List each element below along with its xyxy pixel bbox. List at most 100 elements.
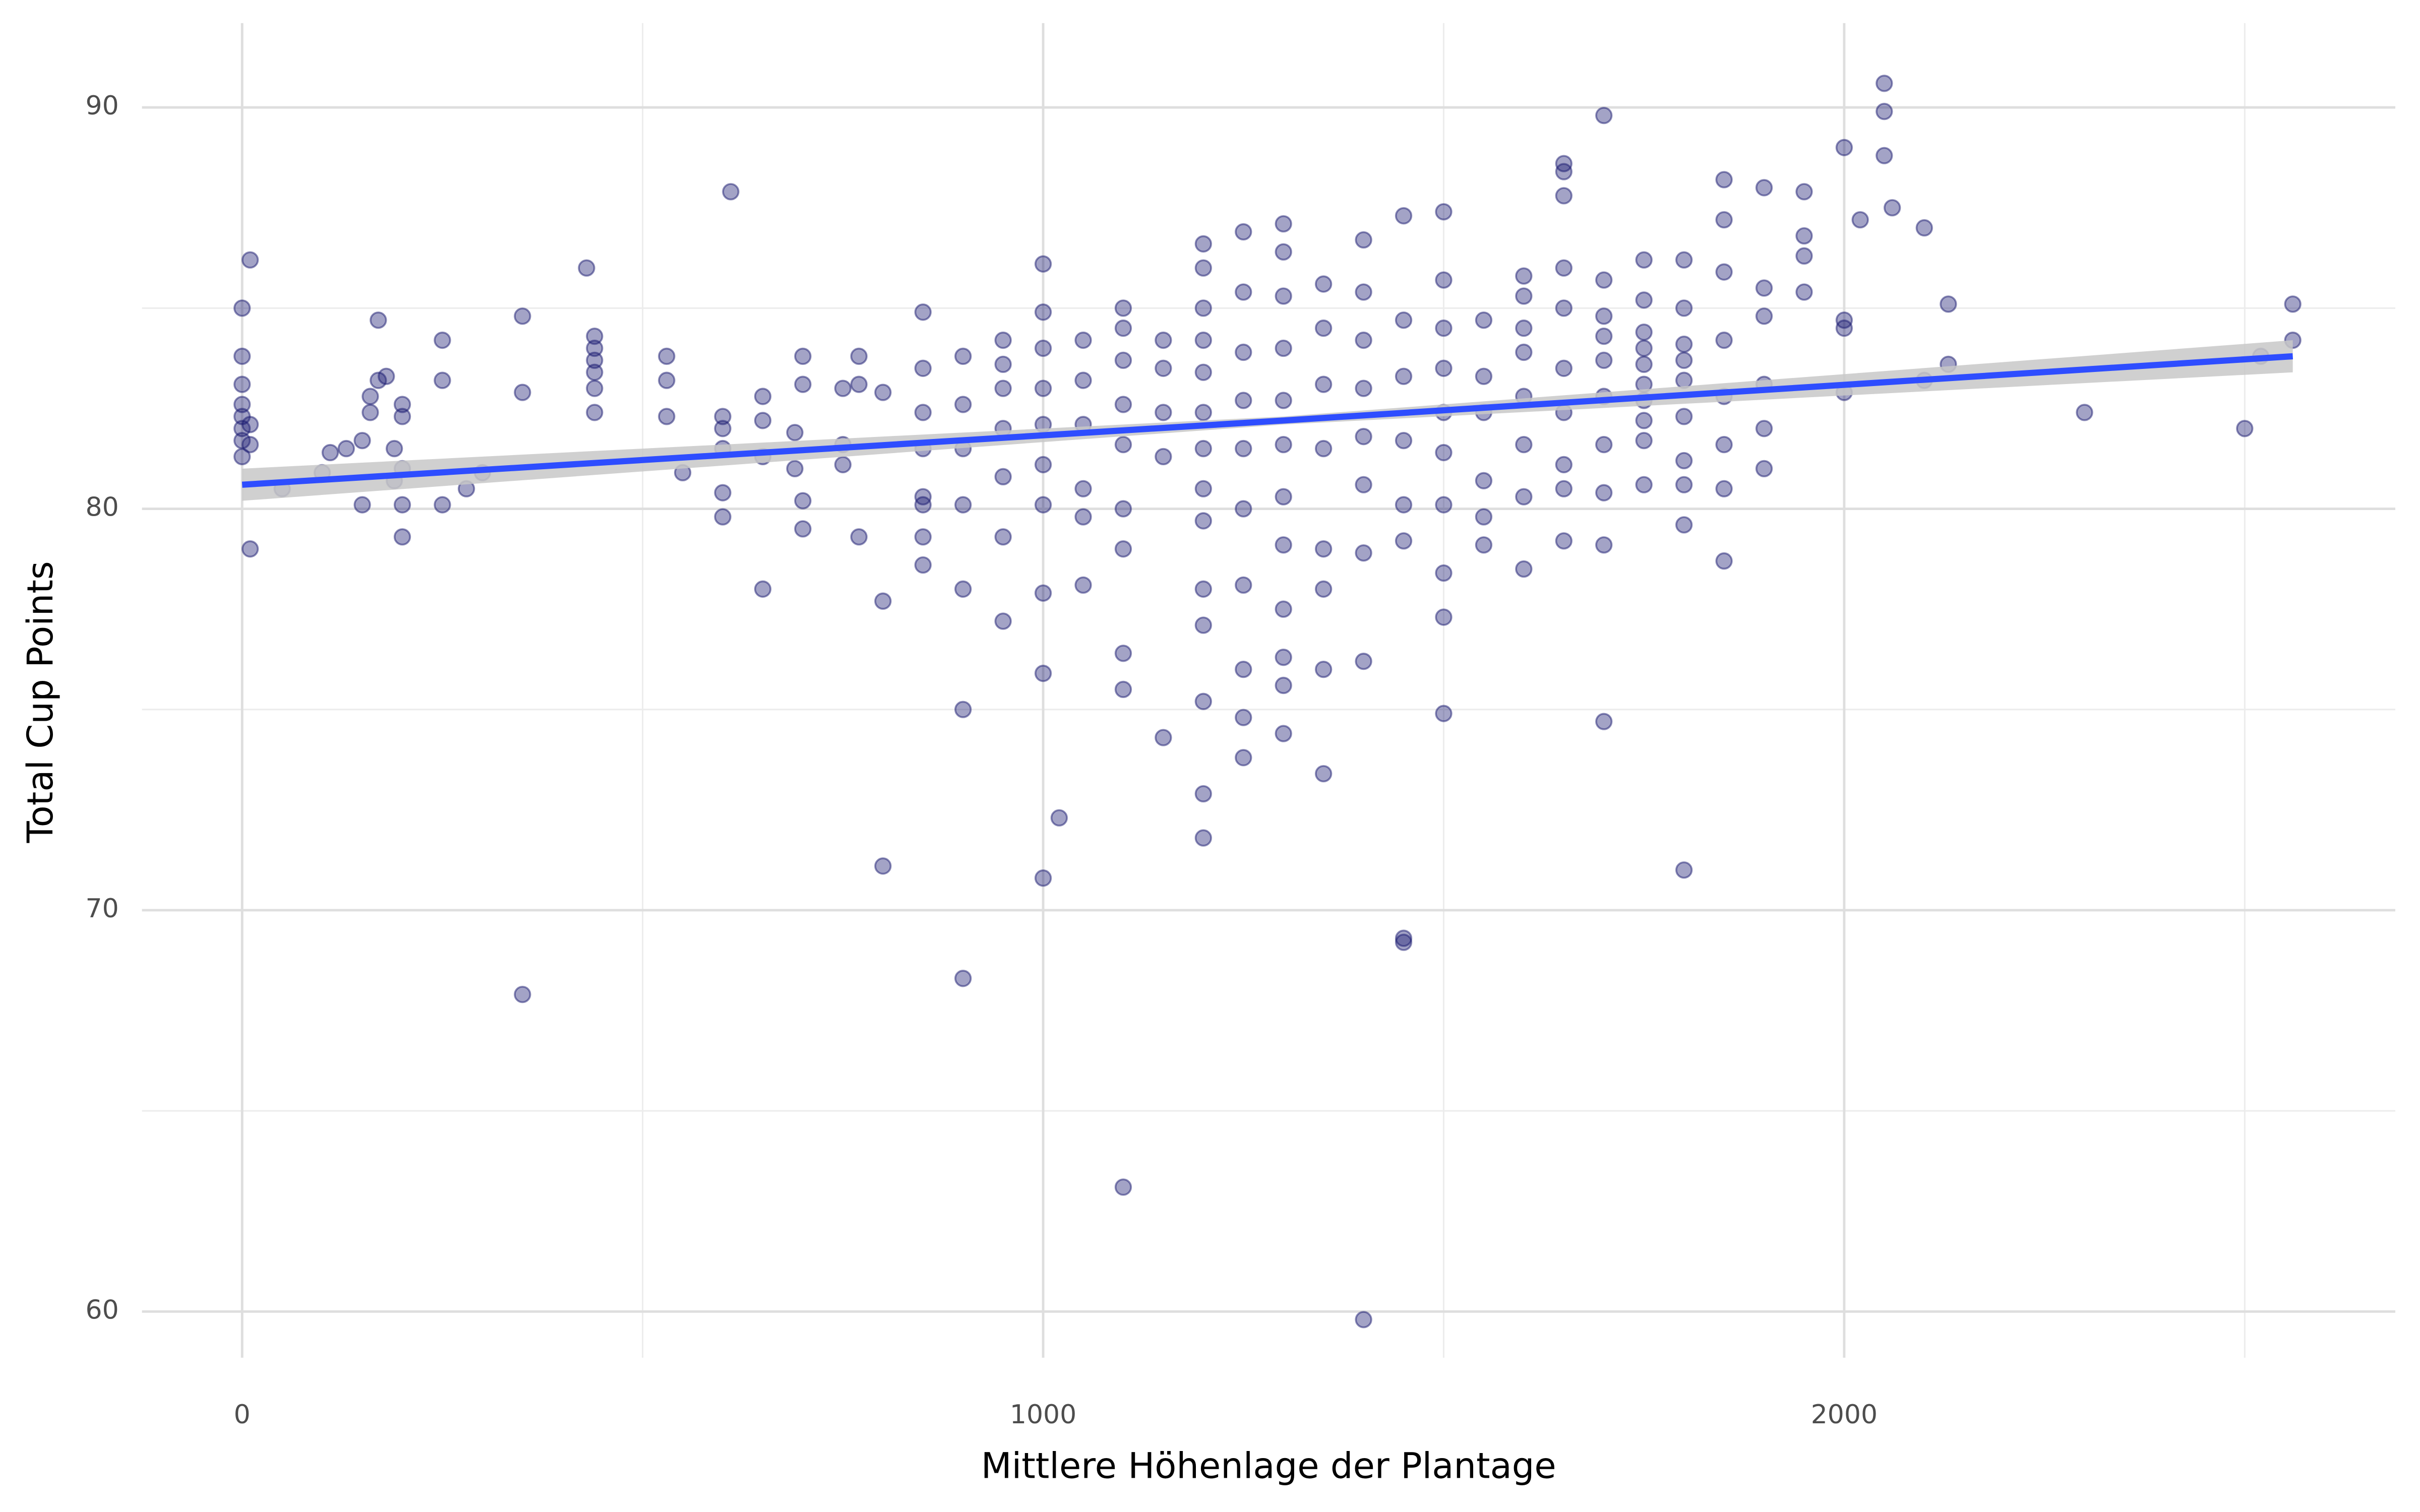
point — [1355, 428, 1372, 446]
point — [1114, 540, 1132, 558]
point — [714, 408, 732, 425]
point — [1074, 331, 1092, 349]
point — [586, 363, 603, 381]
point — [1755, 420, 1773, 437]
point — [1074, 576, 1092, 594]
point — [1395, 207, 1413, 225]
point — [1235, 283, 1252, 301]
point — [233, 375, 251, 393]
point — [1515, 560, 1533, 578]
point — [1595, 307, 1613, 325]
point — [1795, 247, 1813, 265]
point — [1235, 223, 1252, 241]
point — [786, 460, 804, 478]
point — [586, 327, 603, 345]
point — [1595, 106, 1613, 124]
point — [1515, 267, 1533, 285]
point — [1475, 472, 1493, 489]
point — [1315, 275, 1333, 293]
point — [1034, 255, 1052, 273]
point — [1515, 320, 1533, 337]
point — [1595, 713, 1613, 730]
point — [1034, 456, 1052, 474]
point — [1114, 351, 1132, 369]
point — [954, 347, 972, 365]
point — [1555, 359, 1572, 377]
point — [1275, 536, 1292, 554]
point — [1275, 435, 1292, 454]
point — [1715, 263, 1733, 281]
point — [586, 380, 603, 397]
point — [1275, 243, 1292, 261]
point — [1555, 299, 1572, 317]
point — [914, 404, 932, 421]
point — [834, 380, 852, 397]
point — [393, 496, 411, 514]
point — [1050, 809, 1068, 827]
point — [1074, 480, 1092, 497]
point — [1034, 664, 1052, 682]
point — [714, 484, 732, 501]
x-tick-label: 2000 — [1811, 1400, 1878, 1430]
point — [1555, 532, 1572, 550]
point — [1675, 516, 1693, 534]
point — [1715, 331, 1733, 349]
point — [2284, 295, 2302, 313]
point — [994, 468, 1012, 485]
point — [914, 488, 932, 506]
point — [1155, 404, 1172, 421]
point — [914, 303, 932, 321]
point — [1435, 608, 1453, 626]
point — [1194, 299, 1212, 317]
point — [1194, 829, 1212, 847]
point — [794, 492, 812, 510]
point — [1235, 749, 1252, 767]
point — [1635, 251, 1653, 269]
point — [1355, 331, 1372, 349]
point — [1275, 725, 1292, 742]
point — [233, 396, 251, 413]
point — [241, 416, 259, 433]
point — [994, 528, 1012, 546]
point — [1275, 287, 1292, 305]
point — [2076, 404, 2093, 421]
point — [393, 408, 411, 425]
point — [1155, 359, 1172, 377]
trend-line — [241, 353, 2293, 488]
y-tick-label: 80 — [85, 492, 118, 523]
point — [1034, 584, 1052, 602]
point — [1355, 231, 1372, 249]
point — [1194, 785, 1212, 803]
point — [1675, 408, 1693, 425]
point — [1755, 460, 1773, 478]
point — [914, 556, 932, 574]
point — [1395, 311, 1413, 329]
point — [1194, 363, 1212, 381]
point — [1595, 536, 1613, 554]
point — [1034, 380, 1052, 397]
point — [994, 612, 1012, 630]
point — [1074, 508, 1092, 526]
point — [370, 311, 387, 329]
point — [786, 424, 804, 442]
point — [1395, 929, 1413, 947]
point — [370, 371, 387, 389]
point — [434, 496, 451, 514]
point — [994, 331, 1012, 349]
point — [954, 970, 972, 987]
point — [1715, 171, 1733, 188]
point — [994, 380, 1012, 397]
point — [1315, 540, 1333, 558]
point — [658, 347, 676, 365]
x-axis-title: Mittlere Höhenlage der Plantage — [981, 1445, 1556, 1487]
point — [337, 439, 355, 458]
point — [1275, 649, 1292, 666]
point — [578, 259, 595, 277]
point — [1235, 576, 1252, 594]
point — [1675, 476, 1693, 493]
point — [1475, 508, 1493, 526]
point — [1555, 259, 1572, 277]
point — [1435, 444, 1453, 462]
point — [1355, 1311, 1372, 1329]
